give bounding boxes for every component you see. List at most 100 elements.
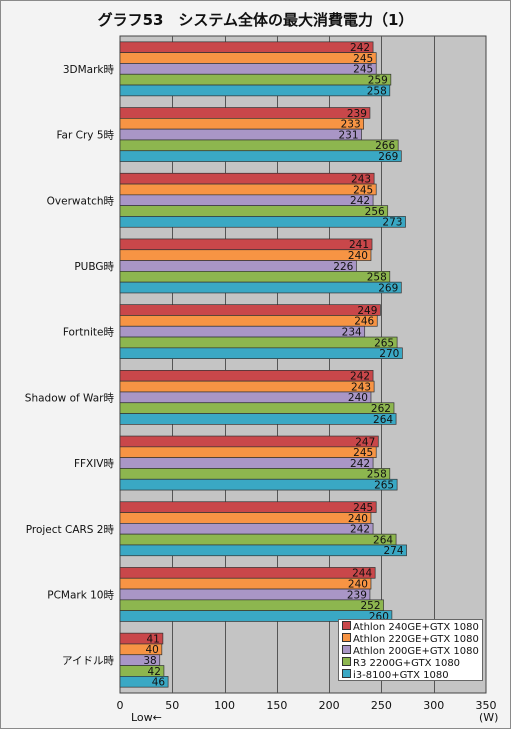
bar-value-label: 252 (360, 600, 380, 612)
legend-label: R3 2200G+GTX 1080 (353, 658, 461, 669)
bar (119, 172, 375, 185)
x-tick-label: 200 (319, 699, 340, 712)
x-tick-label: 300 (423, 699, 444, 712)
bar (119, 599, 384, 611)
bar-value-label: 259 (368, 74, 388, 86)
legend-swatch (342, 633, 351, 642)
legend-item: Athlon 240GE+GTX 1080 (342, 621, 482, 633)
bar-value-label: 46 (152, 677, 166, 689)
legend-label: Athlon 200GE+GTX 1080 (353, 646, 479, 657)
bar-value-label: 243 (351, 381, 371, 393)
bar-value-label: 258 (367, 272, 387, 284)
x-tick-label: 0 (117, 699, 124, 712)
category-label: Far Cry 5時 (56, 130, 114, 142)
category-label: アイドル時 (62, 655, 114, 667)
category-label: Shadow of War時 (25, 392, 115, 404)
legend-label: Athlon 240GE+GTX 1080 (353, 622, 479, 633)
bar-value-label: 38 (143, 655, 156, 667)
bar (119, 52, 377, 64)
bar (119, 435, 379, 448)
bar (119, 567, 376, 579)
bar-value-label: 247 (355, 436, 375, 448)
bar-value-label: 262 (371, 403, 391, 415)
category-label: PUBG時 (74, 261, 114, 273)
category-label: Project CARS 2時 (26, 524, 115, 536)
bar (119, 544, 407, 557)
bar-value-label: 269 (378, 282, 398, 294)
bar-value-label: 240 (348, 578, 368, 590)
bar-value-label: 266 (375, 140, 395, 152)
bar (119, 117, 365, 130)
bar (119, 336, 398, 349)
bar-value-label: 233 (341, 119, 361, 131)
legend-swatch (342, 621, 351, 630)
bar (119, 107, 371, 119)
bar-value-label: 265 (374, 337, 394, 349)
bar-value-label: 245 (353, 502, 373, 514)
x-tick-label: 100 (214, 699, 235, 712)
bar-value-label: 42 (148, 666, 161, 678)
bar (119, 205, 389, 217)
bar-value-label: 240 (348, 250, 368, 262)
legend-item: i3-8100+GTX 1080 (342, 669, 482, 681)
bar-value-label: 245 (353, 64, 373, 76)
x-tick-label: 350 (476, 699, 497, 712)
bar (119, 391, 372, 404)
bar (119, 271, 391, 283)
bar-value-label: 270 (379, 348, 399, 360)
bar-value-label: 245 (353, 184, 373, 196)
bar-value-label: 243 (351, 173, 371, 185)
bar (119, 183, 377, 196)
legend-label: Athlon 220GE+GTX 1080 (353, 634, 479, 645)
category-label: PCMark 10時 (47, 589, 114, 601)
bar (119, 249, 372, 261)
bar (119, 325, 366, 338)
x-tick-label: 50 (165, 699, 179, 712)
bar-value-label: 273 (382, 217, 402, 229)
bar (119, 84, 391, 97)
bar-value-label: 239 (347, 589, 367, 601)
bar-value-label: 258 (367, 469, 387, 481)
legend-label: i3-8100+GTX 1080 (353, 670, 449, 681)
bar (119, 139, 399, 152)
bar (119, 150, 402, 162)
bar-value-label: 242 (350, 371, 370, 383)
bar-value-label: 245 (353, 53, 373, 65)
low-annotation: Low← (131, 711, 162, 724)
bar-value-label: 242 (350, 524, 370, 536)
x-tick-label: 250 (371, 699, 392, 712)
category-label: Overwatch時 (47, 195, 115, 207)
bar-value-label: 226 (333, 261, 353, 273)
bar-value-label: 265 (374, 479, 394, 491)
bar (119, 370, 374, 382)
legend-swatch (342, 645, 351, 654)
legend-swatch (342, 657, 351, 666)
bar-value-label: 239 (347, 108, 367, 120)
bar-value-label: 264 (373, 414, 393, 426)
bar (119, 533, 397, 546)
bar-value-label: 246 (354, 316, 374, 328)
bar-value-label: 274 (383, 545, 403, 557)
bar (119, 457, 374, 469)
bar-value-label: 40 (145, 644, 158, 656)
bar-value-label: 240 (348, 513, 368, 525)
legend-item: R3 2200G+GTX 1080 (342, 657, 482, 669)
bar (119, 238, 373, 251)
bar (119, 588, 371, 601)
bar (119, 304, 381, 316)
bar-value-label: 234 (342, 326, 362, 338)
bar-value-label: 269 (378, 151, 398, 163)
bar (119, 577, 372, 590)
bar (119, 41, 374, 53)
legend: Athlon 240GE+GTX 1080 Athlon 220GE+GTX 10… (338, 619, 483, 681)
bar-value-label: 258 (367, 85, 387, 97)
category-label: 3DMark時 (63, 64, 115, 76)
bar (119, 512, 372, 524)
bar-value-label: 242 (350, 195, 370, 207)
bar-value-label: 41 (146, 633, 159, 645)
bar (119, 281, 402, 294)
bar (119, 402, 395, 414)
bar (119, 347, 403, 360)
